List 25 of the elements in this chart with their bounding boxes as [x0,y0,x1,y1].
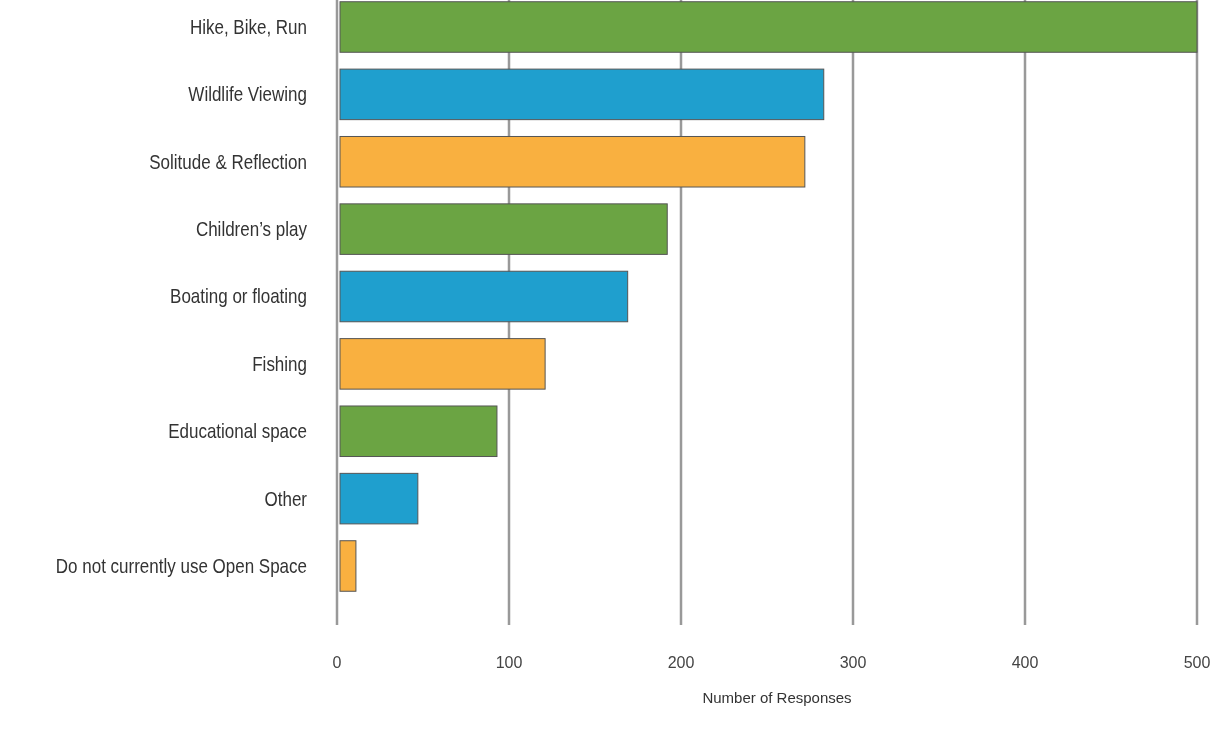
bar [339,135,806,188]
y-tick-label: Educational space [168,419,307,443]
x-tick-label: 300 [839,653,867,671]
y-tick-label: Hike, Bike, Run [189,15,307,39]
x-tick-label: 100 [495,653,523,671]
bar [339,68,825,121]
x-axis-title: Number of Responses [702,688,852,706]
y-tick-label: Solitude & Reflection [149,150,307,174]
y-tick-label: Do not currently use Open Space [55,554,307,578]
bar [339,472,419,525]
x-tick-label: 200 [667,653,695,671]
y-tick-label: Children’s play [195,217,308,241]
bar [339,270,629,323]
x-tick-label: 400 [1011,653,1039,671]
bar [339,540,357,592]
y-tick-label: Wildlife Viewing [188,83,307,106]
y-tick-label: Boating or floating [170,285,307,308]
x-tick-label: 0 [332,653,342,671]
bar [339,405,498,458]
bar [339,203,668,255]
bar [339,1,1198,53]
y-tick-label: Other [264,487,307,510]
y-tick-label: Fishing [252,352,307,376]
bar [339,338,546,390]
x-tick-label: 500 [1183,653,1211,671]
